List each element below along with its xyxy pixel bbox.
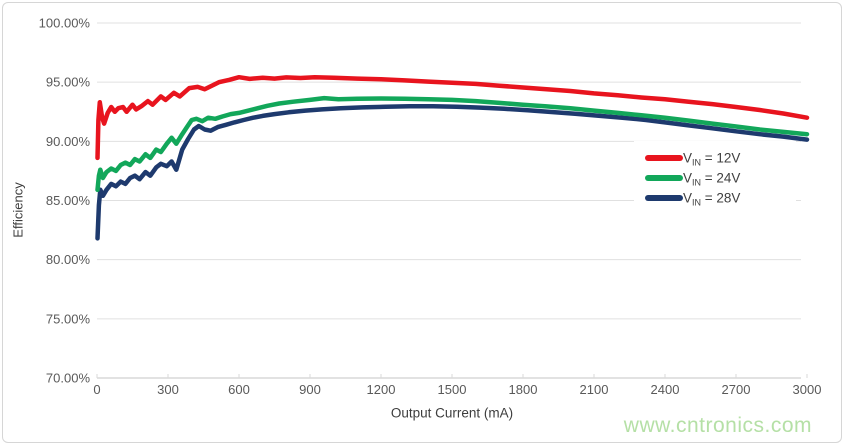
- legend-label-vin-24v: VIN = 24V: [683, 171, 740, 188]
- x-tick-label: 300: [157, 382, 179, 397]
- x-tick-label: 1800: [509, 382, 538, 397]
- x-tick-label: 1500: [438, 382, 467, 397]
- x-tick-label: 3000: [793, 382, 822, 397]
- y-tick-label: 100.00%: [39, 16, 91, 31]
- x-tick-label: 2700: [722, 382, 751, 397]
- x-tick-label: 2400: [651, 382, 680, 397]
- watermark-text: www.cntronics.com: [623, 414, 812, 437]
- efficiency-curve-vin-24v: [95, 95, 810, 193]
- y-tick-label: 70.00%: [46, 371, 91, 386]
- x-tick-label: 0: [93, 382, 100, 397]
- y-tick-label: 85.00%: [46, 193, 91, 208]
- y-tick-label: 90.00%: [46, 134, 91, 149]
- y-tick-label: 75.00%: [46, 311, 91, 326]
- y-tick-label: 95.00%: [46, 75, 91, 90]
- x-tick-label: 2100: [580, 382, 609, 397]
- x-tick-label: 1200: [367, 382, 396, 397]
- x-tick-label: 900: [299, 382, 321, 397]
- x-axis-title: Output Current (mA): [390, 405, 514, 421]
- legend-label-vin-12v: VIN = 12V: [683, 151, 740, 168]
- x-tick-label: 600: [228, 382, 250, 397]
- y-axis-title: Efficiency: [10, 182, 26, 238]
- efficiency-curve-vin-12v: [95, 74, 810, 161]
- efficiency-curve-vin-28v: [95, 103, 810, 241]
- y-tick-label: 80.00%: [46, 252, 91, 267]
- legend-label-vin-28v: VIN = 28V: [683, 191, 740, 208]
